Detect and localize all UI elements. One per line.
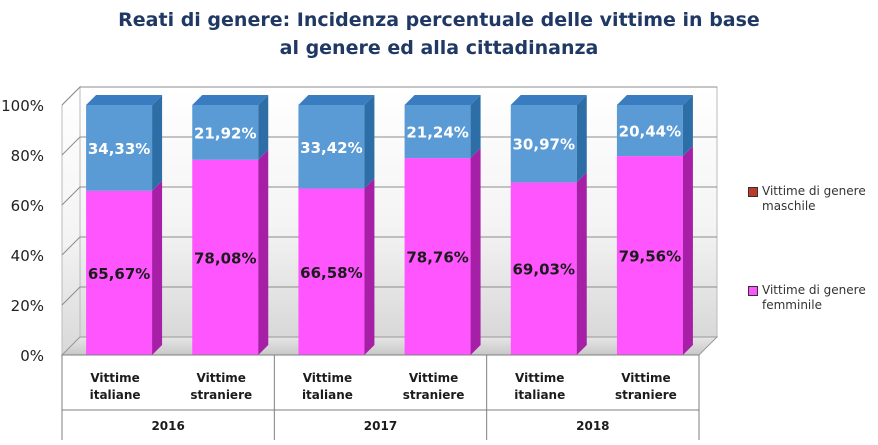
bar-top <box>86 95 163 105</box>
side-wall <box>61 85 81 357</box>
bar-femminile <box>298 188 365 355</box>
bar-maschile-side <box>364 95 375 189</box>
bar-maschile <box>86 105 153 191</box>
data-label-femminile: 78,08% <box>194 249 256 267</box>
bar-maschile-side <box>470 95 481 159</box>
bar-maschile <box>616 105 683 157</box>
bar-maschile-side <box>576 95 587 183</box>
bar-femminile <box>86 190 153 355</box>
data-label-maschile: 20,44% <box>619 123 681 141</box>
bar-maschile-side <box>682 95 693 157</box>
data-label-maschile: 34,33% <box>88 140 150 158</box>
y-tick-label: 0% <box>20 347 44 365</box>
category-label: Vittime <box>409 371 458 385</box>
back-wall <box>79 86 718 338</box>
chart-title-line-2: al genere ed alla cittadinanza <box>279 37 599 59</box>
bar-femminile <box>510 182 577 355</box>
bar-top <box>616 95 693 105</box>
bar-femminile <box>404 158 471 355</box>
bar-top <box>298 95 375 105</box>
bar-femminile-side <box>152 180 163 355</box>
data-label-femminile: 66,58% <box>300 264 362 282</box>
y-tick-label: 20% <box>11 297 44 315</box>
legend-item-maschile: Vittime di genere maschile <box>748 184 872 214</box>
gridline <box>61 86 717 106</box>
legend-swatch-maschile <box>748 187 758 197</box>
bar-femminile <box>616 156 683 355</box>
bar-top <box>510 95 587 105</box>
y-tick-label: 40% <box>11 247 44 265</box>
category-label: straniere <box>190 388 252 402</box>
legend-swatch-femminile <box>748 286 758 296</box>
data-label-maschile: 21,24% <box>406 124 468 142</box>
bar-femminile-side <box>258 149 269 355</box>
bar-femminile-side <box>364 178 375 355</box>
data-label-femminile: 65,67% <box>88 265 150 283</box>
group-label: 2018 <box>576 419 609 433</box>
category-label: Vittime <box>303 371 352 385</box>
category-label: italiane <box>90 388 141 402</box>
legend-item-femminile: Vittime di genere femminile <box>748 283 872 313</box>
category-label: Vittime <box>621 371 670 385</box>
bar-maschile <box>510 105 577 183</box>
chart-title-line-1: Reati di genere: Incidenza percentuale d… <box>118 9 760 31</box>
gridline <box>61 136 717 156</box>
data-label-maschile: 33,42% <box>300 139 362 157</box>
bar-maschile <box>298 105 365 189</box>
data-label-maschile: 30,97% <box>513 136 575 154</box>
bar-top <box>192 95 269 105</box>
gridline <box>61 286 717 306</box>
category-label: italiane <box>514 388 565 402</box>
bar-top <box>404 95 481 105</box>
bar-femminile-side <box>470 148 481 355</box>
group-label: 2016 <box>151 419 184 433</box>
bar-femminile <box>192 159 259 355</box>
category-label: italiane <box>302 388 353 402</box>
bar-maschile-side <box>152 95 163 191</box>
data-label-femminile: 69,03% <box>513 261 575 279</box>
y-tick-label: 100% <box>1 97 44 115</box>
bar-maschile <box>404 105 471 159</box>
category-label: Vittime <box>515 371 564 385</box>
category-label: Vittime <box>90 371 139 385</box>
y-tick-label: 60% <box>11 197 44 215</box>
legend-label-maschile: Vittime di genere maschile <box>762 184 866 213</box>
data-label-maschile: 21,92% <box>194 124 256 142</box>
bar-femminile-side <box>576 172 587 355</box>
category-label: straniere <box>615 388 677 402</box>
category-label: Vittime <box>197 371 246 385</box>
data-label-femminile: 78,76% <box>406 249 468 267</box>
bar-maschile-side <box>258 95 269 160</box>
group-label: 2017 <box>364 419 397 433</box>
bar-femminile-side <box>682 146 693 355</box>
y-tick-label: 80% <box>11 147 44 165</box>
data-label-femminile: 79,56% <box>619 248 681 266</box>
chart-title: Reati di genere: Incidenza percentuale d… <box>0 6 878 62</box>
bar-maschile <box>192 105 259 160</box>
gridline <box>61 236 717 256</box>
gridline <box>61 186 717 206</box>
legend-label-femminile: Vittime di genere femminile <box>762 283 866 312</box>
category-label: straniere <box>403 388 465 402</box>
